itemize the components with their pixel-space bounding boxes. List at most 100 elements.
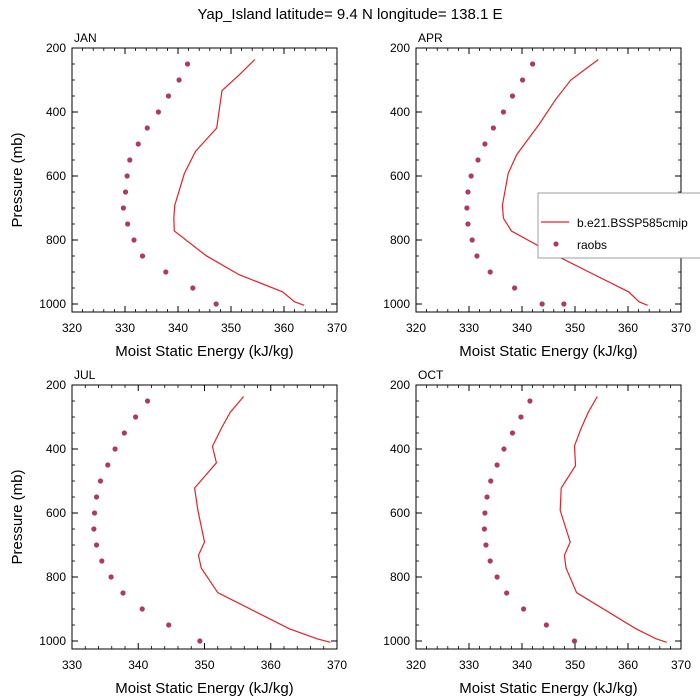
- obs-point: [527, 398, 533, 404]
- obs-point: [501, 446, 507, 452]
- y-tick-label: 1000: [383, 634, 410, 648]
- obs-point: [539, 301, 545, 307]
- obs-point: [120, 590, 126, 596]
- obs-point: [93, 542, 100, 548]
- obs-point: [519, 77, 526, 83]
- chart-title: Yap_Island latitude= 9.4 N longitude= 13…: [198, 6, 503, 23]
- obs-point: [474, 253, 480, 259]
- y-tick-label: 200: [46, 41, 66, 55]
- obs-point: [121, 430, 127, 436]
- legend: b.e21.BSSP585cmip raobs: [537, 192, 700, 259]
- obs-point: [469, 237, 475, 243]
- plot-frame: [415, 47, 682, 313]
- series-line-model: [559, 396, 667, 643]
- panel-label: APR: [418, 31, 443, 45]
- x-axis-label: Moist Static Energy (kJ/kg): [459, 343, 637, 360]
- x-tick-label: 370: [671, 658, 691, 672]
- y-tick-label: 600: [390, 169, 410, 183]
- obs-point: [99, 558, 105, 564]
- legend-box: [537, 192, 700, 259]
- obs-point: [483, 542, 489, 548]
- obs-point: [520, 606, 527, 612]
- y-tick-label: 400: [390, 105, 410, 119]
- obs-point: [500, 109, 507, 115]
- panel-apr: 320 330 340 350 360 370 200 400 600 800 1000 APR Moi…: [383, 31, 691, 360]
- obs-point: [139, 606, 145, 612]
- obs-point: [165, 93, 172, 99]
- obs-point: [487, 558, 493, 564]
- plot-frame: [71, 384, 338, 650]
- x-tick-label: 350: [194, 658, 214, 672]
- x-tick-label: 340: [512, 321, 532, 335]
- obs-point: [190, 285, 196, 291]
- legend-obs-label: raobs: [577, 238, 607, 252]
- obs-point: [571, 638, 578, 644]
- y-tick-label: 200: [46, 378, 66, 392]
- y-tick-label: 600: [46, 169, 66, 183]
- obs-point: [509, 93, 516, 99]
- obs-point: [484, 494, 490, 500]
- obs-point: [509, 430, 516, 436]
- x-tick-label: 340: [512, 658, 532, 672]
- x-tick-label: 370: [327, 321, 347, 335]
- x-tick-label: 330: [115, 321, 135, 335]
- panel-label: JUL: [74, 368, 96, 382]
- legend-obs-swatch: [553, 241, 559, 247]
- panel-label: JAN: [74, 31, 97, 45]
- y-tick-label: 800: [46, 570, 66, 584]
- x-tick-label: 360: [261, 658, 281, 672]
- x-tick-label: 320: [62, 321, 82, 335]
- x-tick-label: 340: [128, 658, 148, 672]
- obs-point: [122, 189, 129, 195]
- y-tick-label: 200: [390, 41, 410, 55]
- x-tick-label: 320: [406, 321, 426, 335]
- y-tick-label: 1000: [39, 634, 66, 648]
- obs-point: [176, 77, 182, 83]
- obs-point: [482, 141, 488, 147]
- x-axis-label: Moist Static Energy (kJ/kg): [459, 680, 637, 697]
- obs-point: [131, 237, 137, 243]
- legend-model-label: b.e21.BSSP585cmip: [577, 216, 688, 230]
- panel-label: OCT: [418, 368, 444, 382]
- obs-point: [120, 205, 127, 211]
- obs-point: [490, 125, 496, 131]
- obs-point: [108, 574, 114, 580]
- panel-oct: 320 330 340 350 360 370 200 400 600 800 1000 OCT Moi…: [383, 368, 691, 697]
- x-tick-label: 360: [274, 321, 294, 335]
- obs-point: [155, 109, 161, 115]
- obs-point: [93, 494, 100, 500]
- obs-point: [504, 590, 510, 596]
- y-tick-label: 1000: [39, 297, 66, 311]
- y-tick-label: 800: [390, 570, 410, 584]
- x-tick-label: 330: [459, 321, 479, 335]
- obs-point: [144, 125, 150, 131]
- panel-jul: 330 340 350 360 370 200 400 600 800 1000 JUL Moist …: [9, 368, 347, 697]
- obs-point: [530, 61, 536, 67]
- obs-point: [105, 462, 111, 468]
- obs-point: [543, 622, 549, 628]
- x-tick-label: 350: [221, 321, 241, 335]
- y-tick-label: 400: [46, 105, 66, 119]
- obs-point: [91, 526, 97, 532]
- obs-point: [518, 414, 524, 420]
- x-tick-label: 330: [62, 658, 82, 672]
- series-line-model: [501, 59, 648, 306]
- y-tick-label: 800: [390, 233, 410, 247]
- y-tick-label: 600: [390, 506, 410, 520]
- x-axis-label: Moist Static Energy (kJ/kg): [115, 680, 293, 697]
- obs-point: [488, 478, 494, 484]
- obs-point: [465, 221, 471, 227]
- obs-point: [487, 269, 493, 275]
- y-axis-label: Pressure (mb): [9, 132, 26, 227]
- obs-point: [213, 301, 219, 307]
- plot-frame: [71, 47, 338, 313]
- obs-point: [465, 189, 471, 195]
- series-line-model: [193, 396, 331, 643]
- x-tick-label: 360: [618, 321, 638, 335]
- x-tick-label: 350: [565, 321, 585, 335]
- y-tick-label: 400: [390, 442, 410, 456]
- y-tick-label: 1000: [383, 297, 410, 311]
- x-tick-label: 350: [565, 658, 585, 672]
- x-tick-label: 320: [406, 658, 426, 672]
